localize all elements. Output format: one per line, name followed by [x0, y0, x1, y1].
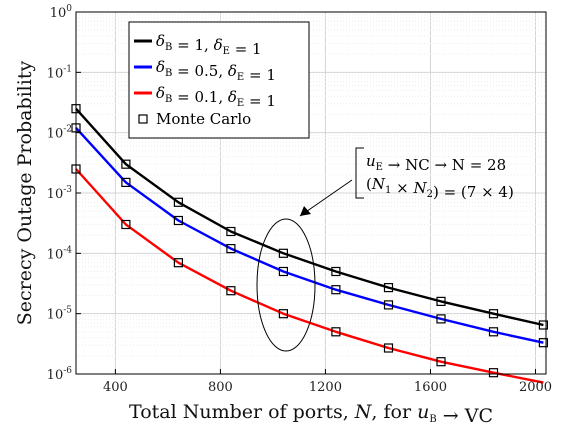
y-axis-label: Secrecy Outage Probability	[14, 61, 36, 326]
x-tick-label: 1600	[414, 380, 447, 395]
monte-carlo-marker	[436, 357, 446, 367]
monte-carlo-marker	[278, 266, 288, 277]
annotation-arrow-head	[300, 206, 311, 216]
monte-carlo-marker	[383, 343, 394, 353]
monte-carlo-marker	[331, 266, 341, 277]
legend-label-series-1: δB = 1, δE = 1	[156, 32, 262, 58]
monte-carlo-marker	[121, 177, 131, 187]
monte-carlo-marker	[173, 197, 183, 207]
series-line-2	[75, 127, 544, 344]
monte-carlo-marker	[278, 248, 288, 258]
annotation-line-1: uE → NC → N = 28	[366, 152, 506, 174]
x-tick-label: 2000	[519, 380, 552, 395]
annotation-line-2: (N1 × N2) = (7 × 4)	[366, 175, 514, 201]
y-tick-label: 10-4	[47, 245, 73, 262]
legend: δB = 1, δE = 1 δB = 0.5, δE = 1 δB = 0.1…	[128, 21, 310, 139]
annotation-bracket	[355, 147, 364, 199]
monte-carlo-marker	[226, 244, 236, 254]
y-tick-label: 10-2	[47, 125, 72, 142]
monte-carlo-marker	[278, 309, 288, 319]
x-tick-label: 800	[208, 380, 233, 395]
legend-label-series-2: δB = 0.5, δE = 1	[156, 58, 276, 84]
annotation-arrow-line	[299, 179, 353, 217]
y-tick-label: 10-6	[47, 366, 73, 383]
monte-carlo-marker	[226, 226, 236, 237]
legend-label-series-3: δB = 0.1, δE = 1	[156, 84, 276, 110]
monte-carlo-marker	[226, 286, 236, 296]
monte-carlo-marker	[331, 285, 341, 295]
series-line-1	[75, 107, 544, 327]
annotation: uE → NC → N = 28 (N1 × N2) = (7 × 4)	[256, 147, 514, 352]
x-axis-label: Total Number of ports, N, for uB → VC	[129, 401, 493, 427]
monte-carlo-marker	[121, 159, 131, 169]
y-tick-label: 10-5	[47, 306, 73, 323]
monte-carlo-marker	[383, 283, 394, 293]
monte-carlo-marker	[436, 296, 446, 306]
monte-carlo-marker	[173, 258, 183, 268]
monte-carlo-marker	[488, 368, 499, 378]
monte-carlo-marker	[488, 327, 499, 337]
monte-carlo-marker	[488, 309, 499, 319]
x-tick-label: 400	[103, 380, 128, 395]
legend-label-monte-carlo: Monte Carlo	[156, 110, 251, 128]
monte-carlo-marker	[383, 300, 394, 310]
monte-carlo-marker	[538, 338, 549, 348]
annotation-ellipse	[256, 218, 316, 352]
y-tick-label: 10-3	[47, 185, 73, 202]
x-tick-label: 1200	[309, 380, 342, 395]
monte-carlo-marker	[173, 215, 183, 226]
tick-labels: 400 800 1200 1600 2000 100 10-1 10-2 10-3 10-4 10-…	[47, 4, 552, 395]
y-tick-label: 100	[50, 4, 73, 21]
legend-box	[128, 21, 310, 139]
legend-marker-monte-carlo	[138, 114, 148, 124]
y-tick-label: 10-1	[47, 64, 72, 81]
monte-carlo-marker	[538, 320, 549, 330]
monte-carlo-marker	[436, 314, 446, 324]
monte-carlo-marker	[331, 327, 341, 337]
monte-carlo-marker	[121, 219, 131, 230]
